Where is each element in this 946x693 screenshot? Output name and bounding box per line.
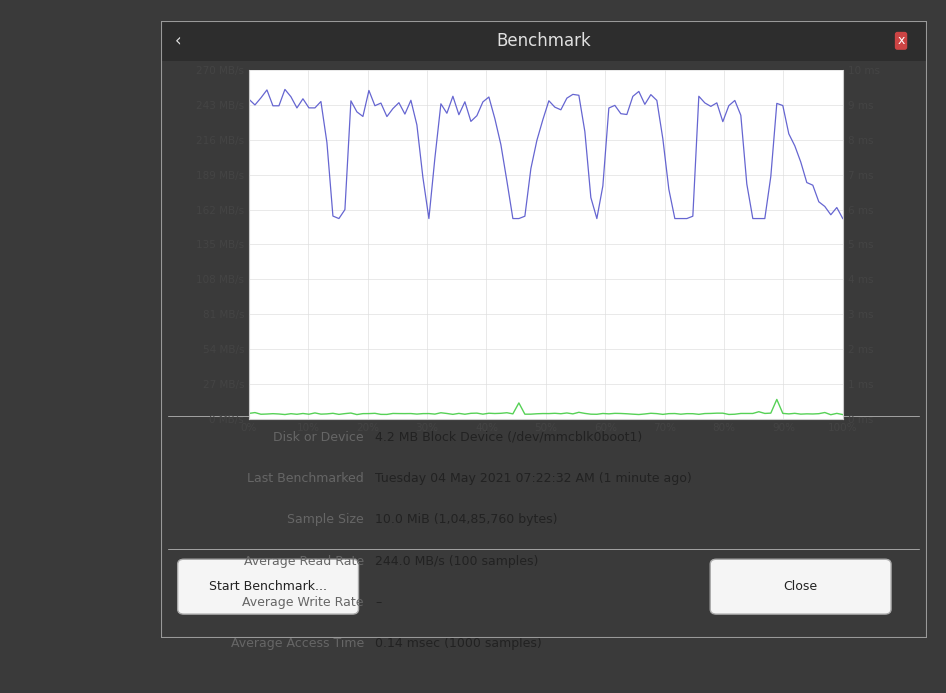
Text: Start Benchmark...: Start Benchmark...	[209, 580, 327, 593]
Text: Average Read Rate: Average Read Rate	[244, 554, 364, 568]
Text: Average Access Time: Average Access Time	[231, 638, 364, 650]
Text: Benchmark: Benchmark	[497, 32, 591, 50]
Text: Sample Size: Sample Size	[288, 514, 364, 526]
Text: –: –	[376, 596, 381, 609]
FancyBboxPatch shape	[710, 559, 891, 614]
Text: Disk or Device: Disk or Device	[273, 430, 364, 444]
Text: Tuesday 04 May 2021 07:22:32 AM (1 minute ago): Tuesday 04 May 2021 07:22:32 AM (1 minut…	[376, 472, 692, 485]
Text: 244.0 MB/s (100 samples): 244.0 MB/s (100 samples)	[376, 554, 539, 568]
Text: Close: Close	[783, 580, 817, 593]
FancyBboxPatch shape	[178, 559, 359, 614]
Text: ‹: ‹	[174, 32, 181, 50]
Text: Last Benchmarked: Last Benchmarked	[247, 472, 364, 485]
Text: 4.2 MB Block Device (/dev/mmcblk0boot1): 4.2 MB Block Device (/dev/mmcblk0boot1)	[376, 430, 642, 444]
Text: 10.0 MiB (1,04,85,760 bytes): 10.0 MiB (1,04,85,760 bytes)	[376, 514, 558, 526]
Text: 0.14 msec (1000 samples): 0.14 msec (1000 samples)	[376, 638, 542, 650]
Text: Average Write Rate: Average Write Rate	[242, 596, 364, 609]
Text: x: x	[898, 35, 904, 47]
FancyBboxPatch shape	[161, 21, 927, 61]
